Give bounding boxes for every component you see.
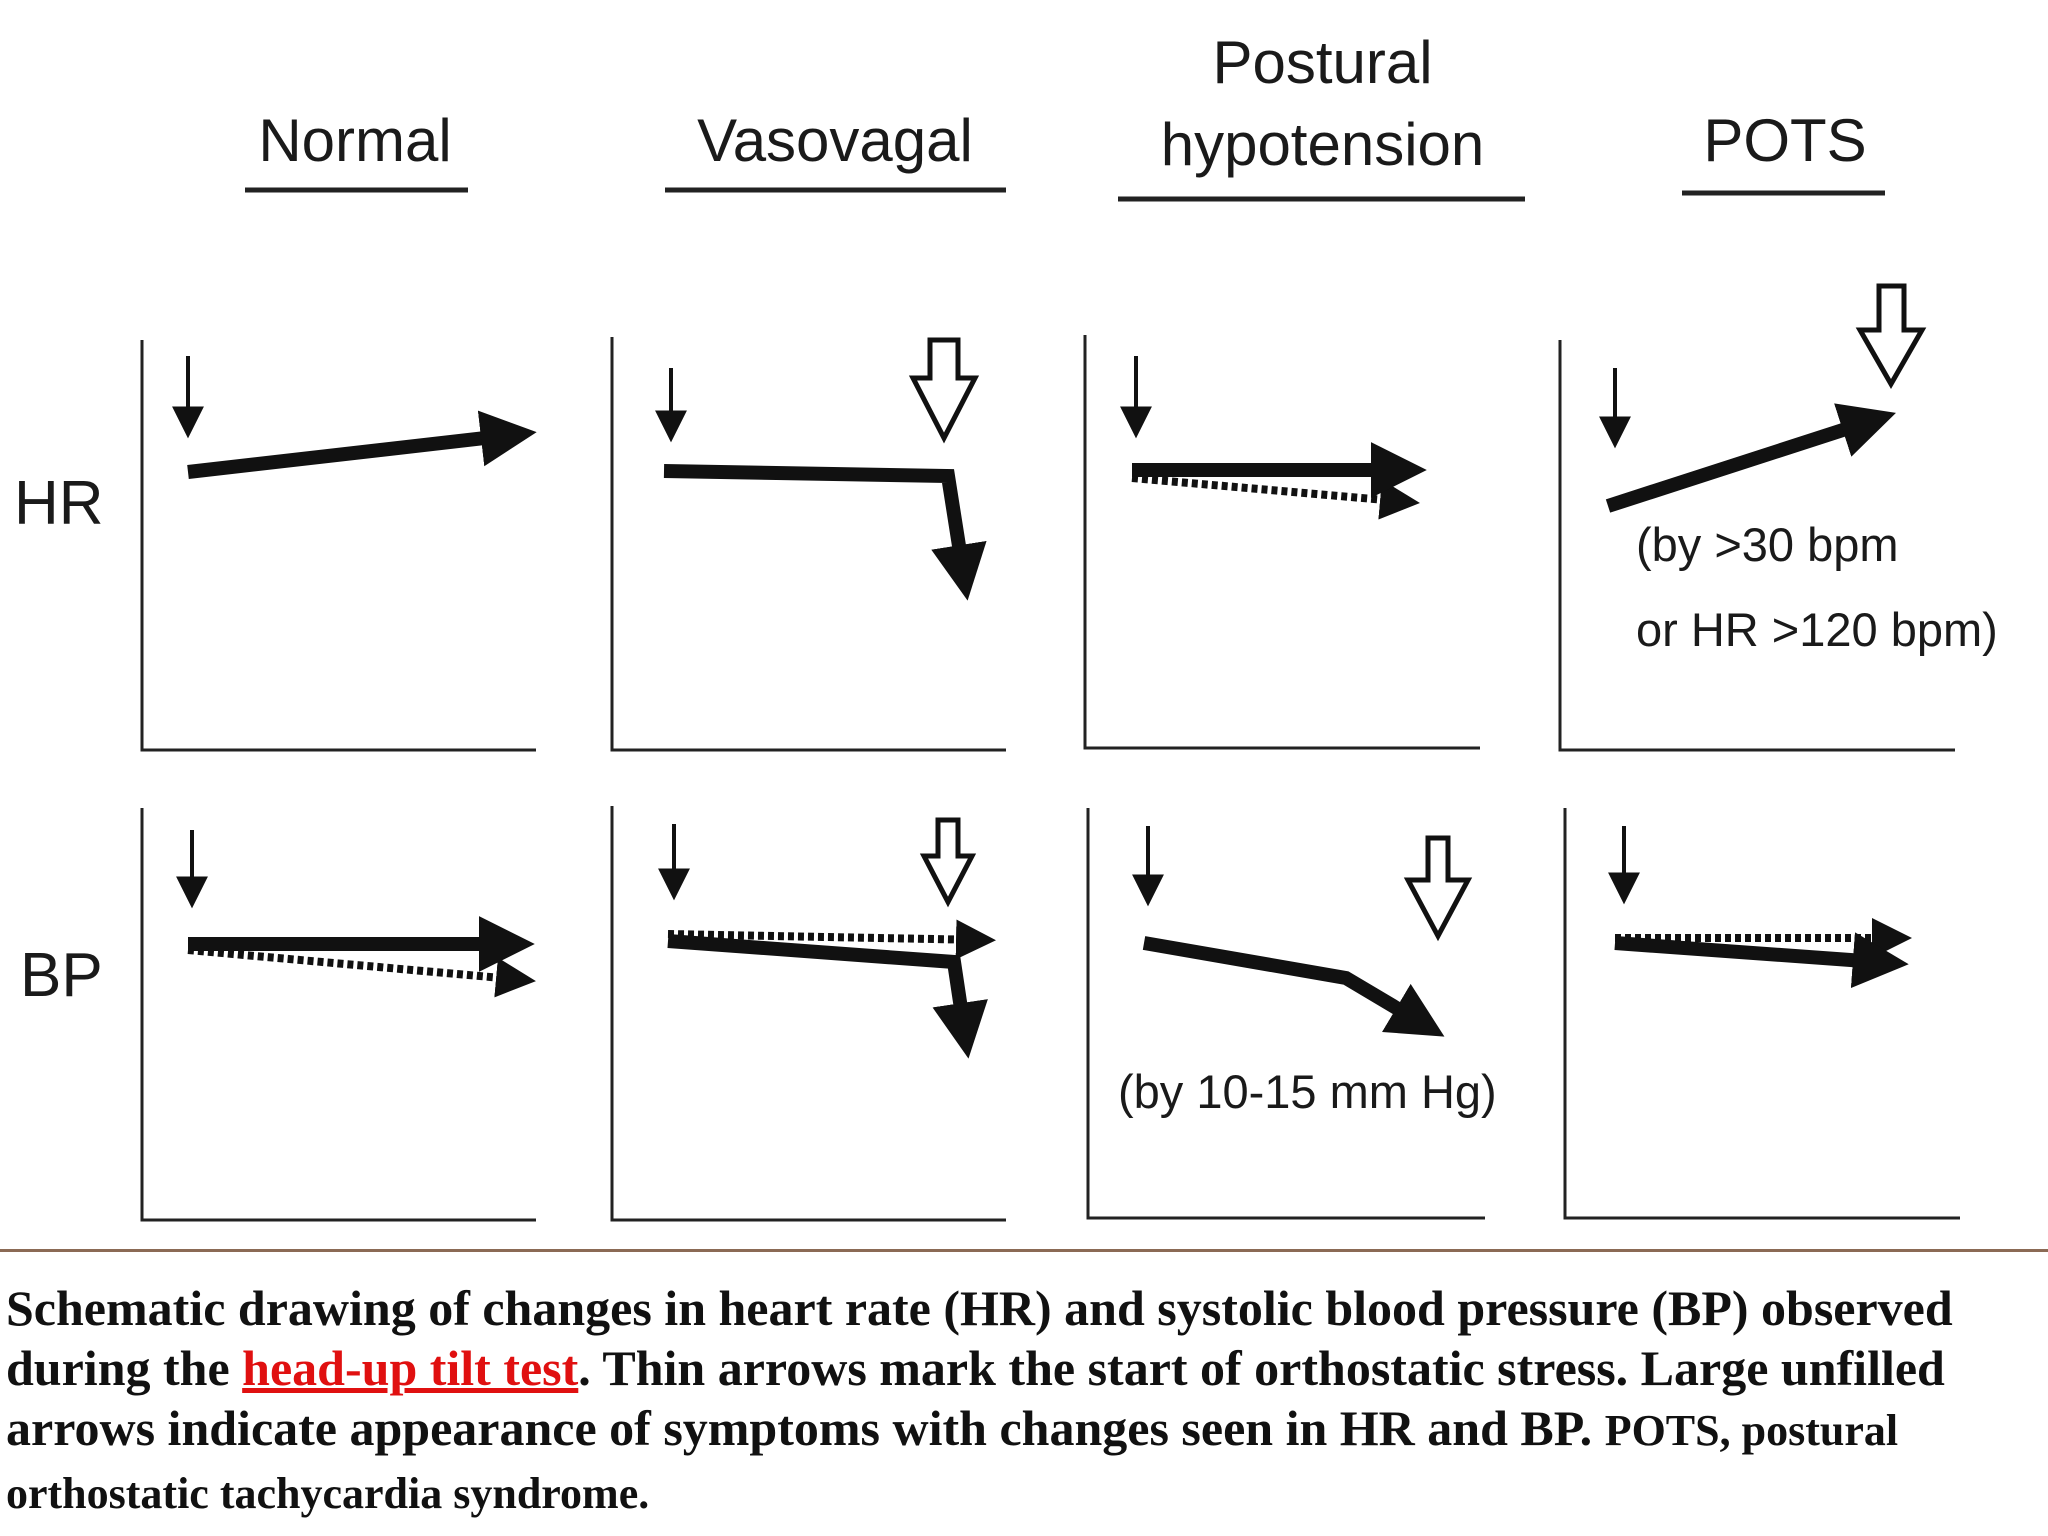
axis-bp-normal [140,808,536,1222]
pots-hr-note-line2: or HR >120 bpm) [1636,603,1998,656]
solid-bp-vasovagal [667,934,988,1059]
column-title-normal: Normal [258,107,452,174]
axis-bp-pots [1563,808,1960,1220]
axis-hr-normal [140,340,536,752]
bp-axes [140,806,1960,1222]
solid-responses [187,403,1909,1059]
figure-caption: Schematic drawing of changes in heart ra… [6,1280,1953,1518]
column-title-vasovagal: Vasovagal [697,107,973,174]
axis-hr-pots [1558,340,1955,752]
column-title-pots: POTS [1703,107,1867,174]
solid-bp-pots [1614,932,1909,989]
solid-hr-vasovagal [663,464,987,601]
head-up-tilt-test-link[interactable]: head-up tilt test [242,1340,579,1396]
solid-bp-postural [1142,936,1445,1037]
column-title-postural-hypotension: Postural hypotension [1160,29,1485,178]
dotted-bp-vasovagal [667,919,996,960]
pots-hr-note-line1: (by >30 bpm [1636,518,1899,571]
axis-bp-vasovagal [610,806,1006,1222]
dotted-responses [187,474,1912,998]
symptom-arrow-bp-postural [1403,835,1473,942]
solid-hr-pots [1605,403,1896,513]
start-arrows [172,356,1640,909]
tilt-test-diagram [140,187,1960,1222]
row-label-bp: BP [20,941,103,1010]
symptom-arrow-hr-vasovagal [908,337,980,444]
hr-axes [140,335,1955,752]
axis-hr-vasovagal [610,337,1006,752]
postural-bp-note: (by 10-15 mm Hg) [1118,1065,1497,1118]
axis-bp-postural [1086,808,1485,1220]
caption-divider [0,1249,2048,1252]
row-label-hr: HR [14,469,104,538]
dotted-bp-normal [187,946,536,998]
solid-hr-normal [187,410,537,479]
dotted-hr-postural [1131,474,1420,520]
symptom-arrow-bp-vasovagal [919,817,977,908]
axis-hr-postural [1083,335,1480,750]
symptom-arrows [908,283,1927,942]
symptom-arrow-hr-pots [1855,283,1927,390]
